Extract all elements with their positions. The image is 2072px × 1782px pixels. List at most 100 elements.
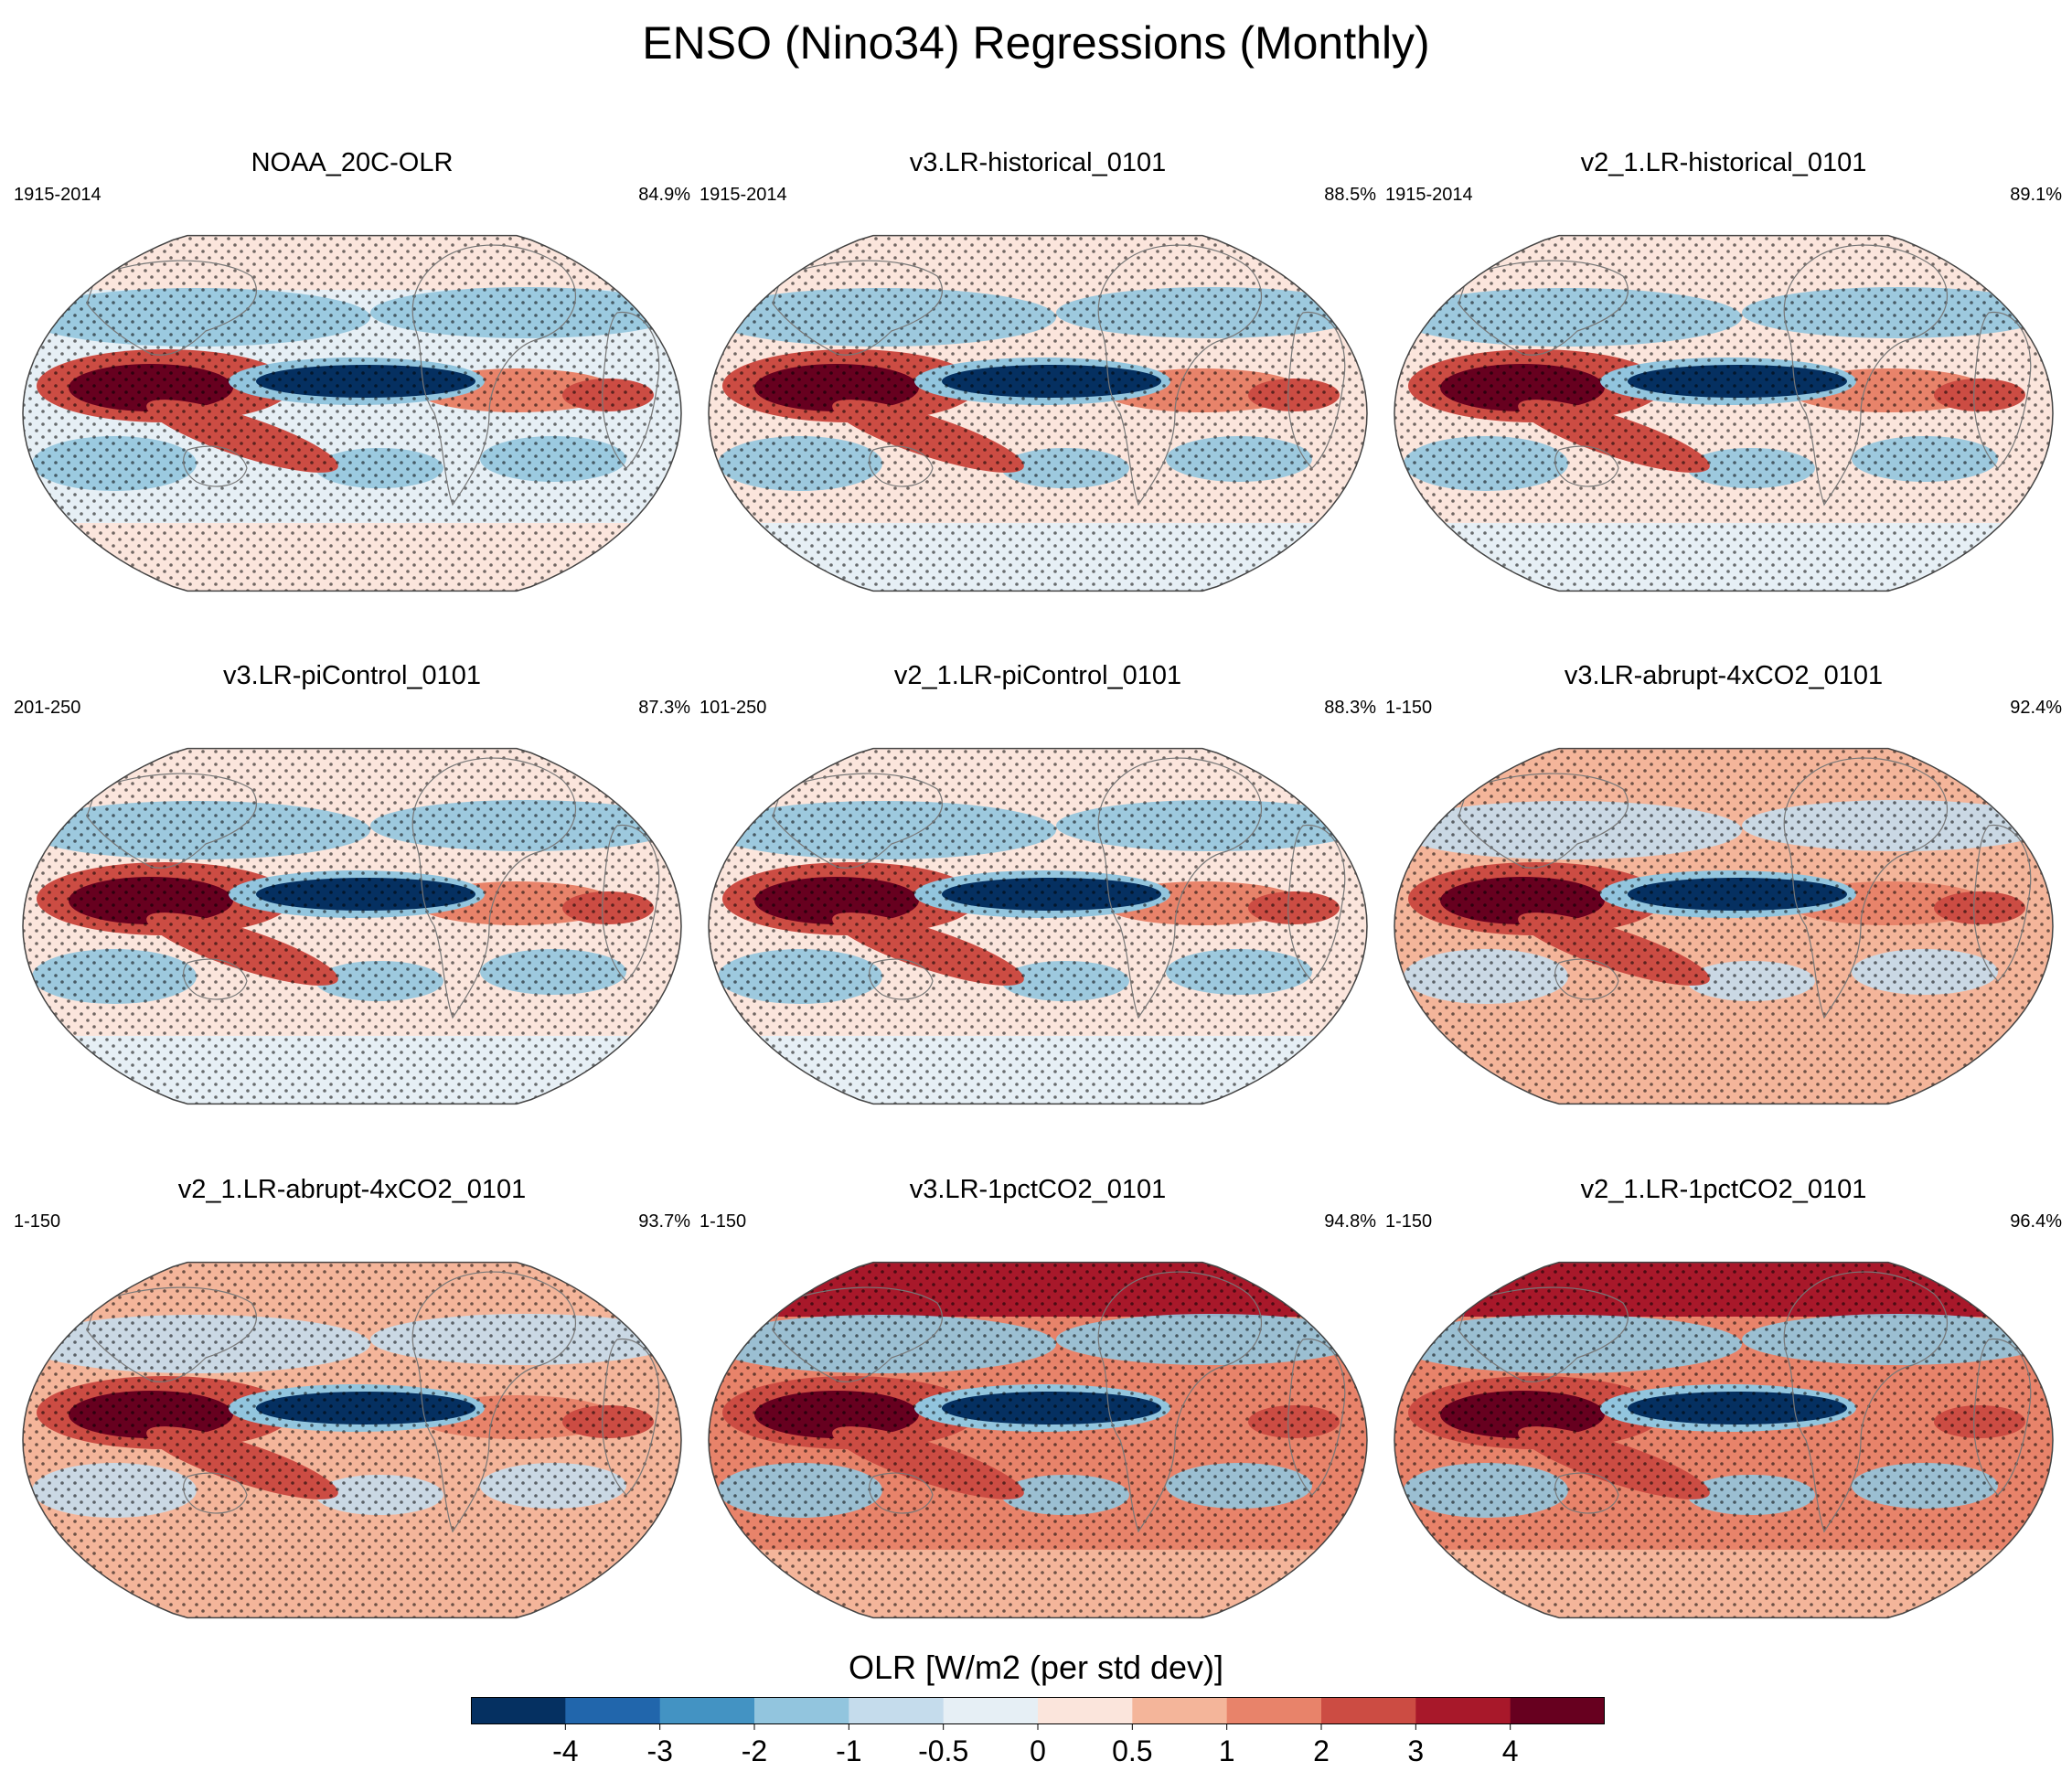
panel-percent: 87.3% <box>638 698 690 718</box>
panel-percent: 92.4% <box>2010 698 2062 718</box>
panel-percent: 96.4% <box>2010 1211 2062 1232</box>
colorbar-swatch <box>659 1697 755 1724</box>
colorbar-tick-label: 0.5 <box>1112 1734 1152 1767</box>
colorbar-swatch <box>754 1697 849 1724</box>
regression-map <box>708 747 1368 1105</box>
regression-map <box>708 1261 1368 1619</box>
panel-title: v2_1.LR-abrupt-4xCO2_0101 <box>177 1175 527 1204</box>
panel-period: 1-150 <box>1385 1211 1433 1232</box>
panel-percent: 88.5% <box>1324 185 1376 205</box>
continent-outline <box>1554 445 1619 487</box>
continent-outline <box>411 1271 577 1533</box>
significance-stipple <box>23 1262 681 1618</box>
panel-period: 1-150 <box>700 1211 747 1232</box>
regression-map <box>22 1261 682 1619</box>
map-border <box>22 234 682 592</box>
continent-outline <box>1458 773 1629 869</box>
colorbar-swatch <box>1321 1697 1416 1724</box>
map-fill <box>709 235 1367 592</box>
map-border <box>22 1261 682 1619</box>
colorbar-tick-label: 0 <box>1030 1734 1046 1767</box>
regression-map <box>708 234 1368 592</box>
map-fill <box>1394 1262 2053 1618</box>
map-panel: v2_1.LR-abrupt-4xCO2_0101 1-150 93.7% <box>14 1175 690 1650</box>
significance-stipple <box>23 235 681 592</box>
continent-outline <box>602 312 660 469</box>
continent-outline <box>183 958 248 1000</box>
map-border <box>1394 1261 2054 1619</box>
map-panel: v2_1.LR-1pctCO2_0101 1-150 96.4% <box>1385 1175 2062 1650</box>
map-border <box>708 1261 1368 1619</box>
panel-percent: 88.3% <box>1324 698 1376 718</box>
continent-outline <box>86 773 257 869</box>
colorbar-swatch <box>943 1697 1039 1724</box>
panel-period: 1-150 <box>14 1211 61 1232</box>
panel-title: v3.LR-abrupt-4xCO2_0101 <box>1564 661 1884 690</box>
map-fill <box>709 748 1367 1104</box>
continent-outline <box>772 260 943 356</box>
continent-outline <box>183 445 248 487</box>
significance-stipple <box>709 748 1367 1104</box>
colorbar-tick-label: -2 <box>742 1734 767 1767</box>
continent-outline <box>602 825 660 982</box>
regression-map <box>22 234 682 592</box>
colorbar-tick-label: -0.5 <box>918 1734 968 1767</box>
colorbar-swatch <box>1038 1697 1133 1724</box>
panel-percent: 93.7% <box>638 1211 690 1232</box>
colorbar-tick-label: -3 <box>646 1734 672 1767</box>
colorbar-swatch <box>1415 1697 1511 1724</box>
continent-outline <box>869 958 934 1000</box>
colorbar-tick-label: 3 <box>1407 1734 1424 1767</box>
continent-outline <box>411 244 577 507</box>
significance-stipple <box>1394 235 2053 592</box>
continent-outline <box>411 757 577 1019</box>
figure-title: ENSO (Nino34) Regressions (Monthly) <box>642 17 1430 69</box>
continent-outline <box>869 1472 934 1514</box>
map-fill <box>1394 748 2053 1104</box>
continent-outline <box>1783 1271 1949 1533</box>
regression-map <box>1394 1261 2054 1619</box>
panel-title: v3.LR-historical_0101 <box>909 148 1167 177</box>
map-panel: v3.LR-historical_0101 1915-2014 88.5% <box>700 148 1376 624</box>
panel-percent: 94.8% <box>1324 1211 1376 1232</box>
map-border <box>22 747 682 1105</box>
continent-outline <box>1783 757 1949 1019</box>
regression-map <box>22 747 682 1105</box>
map-fill <box>23 235 681 592</box>
colorbar-swatch <box>1132 1697 1228 1724</box>
regression-map <box>1394 747 2054 1105</box>
continent-outline <box>1554 958 1619 1000</box>
colorbar-swatch <box>849 1697 945 1724</box>
map-panel: v2_1.LR-historical_0101 1915-2014 89.1% <box>1385 148 2062 624</box>
map-panel: v3.LR-piControl_0101 201-250 87.3% <box>14 661 690 1136</box>
panel-period: 1915-2014 <box>14 185 101 205</box>
significance-stipple <box>709 235 1367 592</box>
significance-stipple <box>23 748 681 1104</box>
regression-map <box>1394 234 2054 592</box>
continent-outline <box>1458 1286 1629 1382</box>
map-panel: v2_1.LR-piControl_0101 101-250 88.3% <box>700 661 1376 1136</box>
map-border <box>1394 747 2054 1105</box>
map-fill <box>1394 235 2053 592</box>
continent-outline <box>1287 825 1346 982</box>
continent-outline <box>86 1286 257 1382</box>
continent-outline <box>86 260 257 356</box>
colorbar-title: OLR [W/m2 (per std dev)] <box>848 1649 1224 1686</box>
significance-stipple <box>1394 748 2053 1104</box>
significance-stipple <box>709 1262 1367 1618</box>
colorbar-swatch <box>565 1697 661 1724</box>
colorbar-tick-label: 4 <box>1502 1734 1519 1767</box>
panel-title: NOAA_20C-OLR <box>251 148 454 177</box>
map-fill <box>709 1262 1367 1618</box>
colorbar-tick-label: 1 <box>1219 1734 1235 1767</box>
panel-percent: 89.1% <box>2010 185 2062 205</box>
continent-outline <box>1458 260 1629 356</box>
continent-outline <box>1097 757 1263 1019</box>
continent-outline <box>602 1339 660 1496</box>
continent-outline <box>1973 1339 2032 1496</box>
map-fill <box>23 1262 681 1618</box>
continent-outline <box>1097 1271 1263 1533</box>
panel-title: v3.LR-piControl_0101 <box>222 661 482 690</box>
continent-outline <box>1973 312 2032 469</box>
colorbar-swatch <box>1226 1697 1322 1724</box>
